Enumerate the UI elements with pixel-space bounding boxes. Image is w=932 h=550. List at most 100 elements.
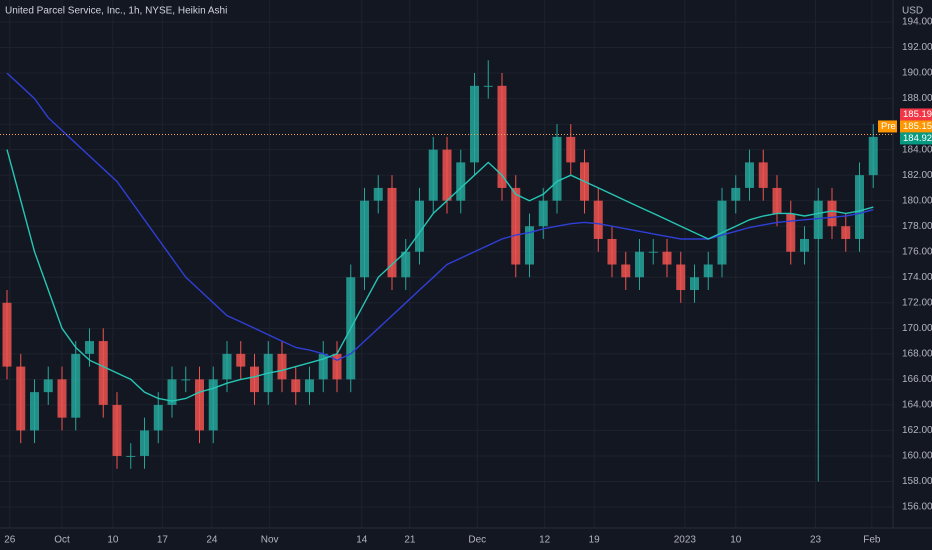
moving-average [6, 149, 874, 402]
y-tick-label: 156.00 [902, 502, 932, 513]
y-tick-label: 188.00 [902, 93, 932, 104]
candle-body [305, 379, 314, 393]
x-tick-label: 17 [157, 535, 169, 546]
y-tick-label: 184.00 [902, 144, 932, 155]
x-tick-label: 10 [730, 535, 742, 546]
candle-body [360, 200, 369, 278]
candle-body [291, 379, 301, 393]
candle-body [332, 353, 342, 380]
x-tick-label: 23 [810, 535, 822, 546]
candle-body [456, 162, 466, 201]
y-tick-label: 158.00 [902, 476, 932, 487]
x-tick-label: Feb [863, 535, 881, 546]
bid-price-bg [900, 132, 932, 145]
y-tick-label: 178.00 [902, 221, 932, 232]
moving-average [6, 72, 874, 361]
y-tick-label: 164.00 [902, 400, 932, 411]
candle-body [85, 341, 94, 354]
candle-body [497, 85, 507, 188]
candle-body [126, 455, 136, 457]
candle-body [566, 136, 576, 163]
candle-body [703, 264, 713, 278]
candle-body [153, 404, 163, 431]
x-tick-label: 21 [404, 535, 416, 546]
candle-body [813, 200, 823, 239]
candle-body [208, 379, 218, 431]
candle-body [538, 200, 548, 227]
candle-body [167, 379, 177, 405]
plot [0, 60, 893, 482]
candle-body [635, 251, 644, 278]
last-price: 185.19 [903, 109, 932, 120]
x-tick-label: 14 [356, 535, 368, 546]
candle-body [30, 392, 39, 431]
candle-body [855, 175, 864, 239]
candle-body [401, 251, 411, 278]
x-tick-label: 10 [107, 535, 119, 546]
candle-body [195, 379, 204, 431]
candle-body [607, 238, 617, 265]
y-tick-label: 190.00 [902, 68, 932, 79]
candle-body [277, 353, 287, 380]
candle-body [552, 136, 562, 201]
candle-body [222, 353, 232, 380]
candle-body [772, 187, 782, 214]
y-tick-label: 170.00 [902, 323, 932, 334]
candle-body [827, 200, 837, 227]
candle-body [442, 149, 452, 201]
pre-price: 185.15 [903, 121, 932, 132]
candle-body [16, 366, 26, 431]
x-tick-label: Oct [54, 535, 70, 546]
y-tick-label: 168.00 [902, 348, 932, 359]
x-tick-label: 24 [206, 535, 218, 546]
x-tick-label: 12 [539, 535, 551, 546]
pre-price-bg [900, 120, 932, 133]
y-tick-label: 166.00 [902, 374, 932, 385]
candle-body [690, 277, 699, 291]
candle-body [745, 162, 754, 188]
candle-body [387, 187, 397, 278]
candle-body [43, 379, 53, 393]
y-tick-label: 192.00 [902, 42, 932, 53]
candle-body [57, 379, 67, 418]
candle-body [2, 302, 12, 367]
candle-body [758, 162, 768, 188]
bid-price: 184.92 [903, 133, 932, 144]
y-tick-label: 174.00 [902, 272, 932, 283]
candle-body [428, 149, 438, 201]
candle-body [662, 251, 672, 265]
candle-body [373, 187, 383, 201]
candle-body [621, 264, 631, 278]
candle-body [731, 187, 741, 201]
y-tick-label: 172.00 [902, 297, 932, 308]
candle-body [140, 430, 149, 456]
candle-body [868, 136, 878, 176]
candle-body [318, 353, 328, 380]
y-tick-label: 180.00 [902, 195, 932, 206]
pre-label: Pre [881, 121, 896, 132]
currency: USD [902, 6, 923, 17]
candle-body [112, 404, 122, 456]
candle-body [593, 200, 603, 239]
candle-body [98, 341, 108, 405]
candle-body [841, 226, 851, 239]
candle-body [470, 85, 479, 163]
candle-body [525, 226, 534, 265]
y-tick-label: 194.00 [902, 17, 932, 28]
x-tick-label: 19 [589, 535, 601, 546]
y-tick-label: 162.00 [902, 425, 932, 436]
chart-title: United Parcel Service, Inc., 1h, NYSE, H… [5, 6, 227, 17]
axes: 156.00 158.00 160.00 162.00 164.00 166.00 168.… [4, 17, 932, 546]
candle-body [250, 366, 259, 393]
candle-body [648, 251, 658, 253]
x-tick-label: Nov [261, 535, 279, 546]
candle-body [415, 200, 424, 252]
last-price-bg [900, 108, 932, 121]
candle-body [511, 187, 521, 265]
candle-body [483, 85, 493, 87]
x-tick-label: 2023 [674, 535, 697, 546]
candle-body [676, 264, 686, 291]
